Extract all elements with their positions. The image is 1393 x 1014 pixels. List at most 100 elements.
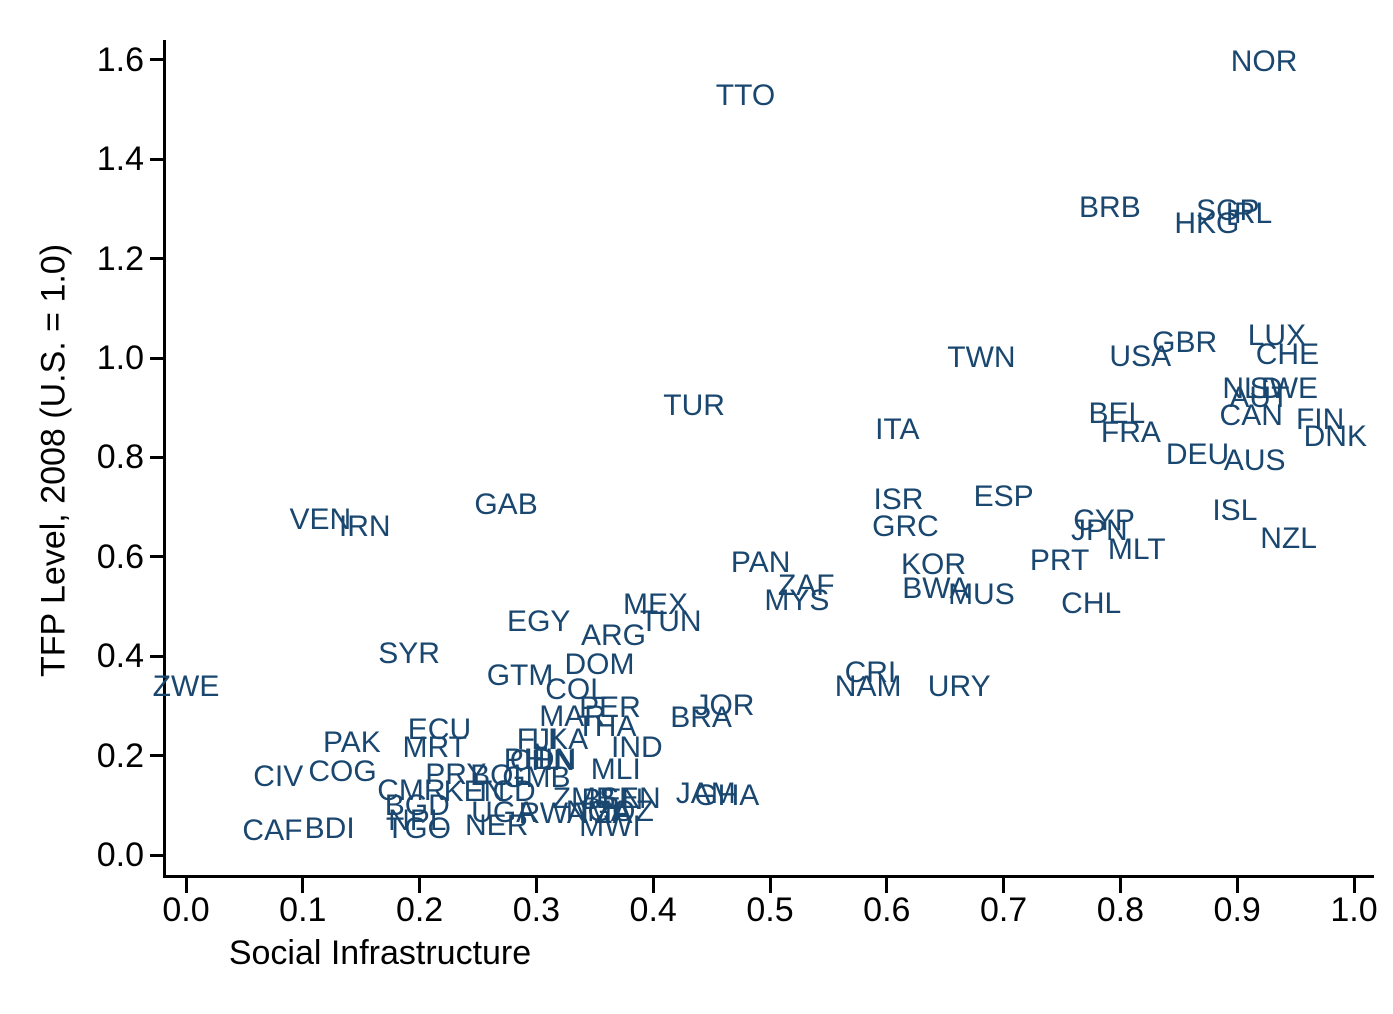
country-label-pak: PAK bbox=[322, 726, 381, 760]
country-label-mli: MLI bbox=[590, 753, 641, 786]
country-label-nga: NGA bbox=[565, 794, 631, 828]
y-tick-mark bbox=[150, 555, 164, 559]
country-label-bdi: BDI bbox=[304, 812, 355, 846]
country-label-gbr: GBR bbox=[1152, 326, 1218, 360]
country-label-jam: JAM bbox=[675, 776, 736, 810]
country-label-fra: FRA bbox=[1100, 416, 1161, 450]
country-label-aut: AUT bbox=[1229, 381, 1290, 415]
country-label-ven: VEN bbox=[289, 503, 352, 537]
country-label-che: CHE bbox=[1255, 338, 1320, 372]
country-label-npl: NPL bbox=[388, 804, 447, 838]
x-tick-mark bbox=[1352, 878, 1356, 893]
country-label-cog: COG bbox=[308, 755, 377, 788]
country-label-grc: GRC bbox=[872, 509, 939, 543]
country-label-kor: KOR bbox=[901, 548, 967, 582]
y-tick-label: 0.2 bbox=[96, 736, 144, 775]
x-tick-mark bbox=[184, 878, 188, 893]
x-tick-mark bbox=[534, 878, 538, 893]
country-label-tur: TUR bbox=[663, 389, 725, 423]
country-label-chn: CHN bbox=[509, 744, 575, 778]
country-label-cmr: CMR bbox=[377, 773, 446, 807]
country-label-nor: NOR bbox=[1230, 44, 1298, 78]
x-axis-title: Social Infrastructure bbox=[0, 934, 1393, 973]
country-label-lka: LKA bbox=[531, 723, 589, 757]
country-label-jor: JOR bbox=[694, 688, 755, 722]
x-tick-mark bbox=[301, 878, 305, 893]
y-tick-mark bbox=[150, 157, 164, 161]
x-axis-line bbox=[163, 875, 1374, 878]
country-label-can: CAN bbox=[1219, 399, 1283, 433]
country-label-irn: IRN bbox=[338, 509, 391, 543]
x-tick-label: 0.6 bbox=[863, 891, 911, 929]
country-label-bel: BEL bbox=[1088, 397, 1146, 431]
country-label-irl: IRL bbox=[1225, 196, 1273, 230]
country-label-tza: TZA bbox=[575, 797, 633, 831]
country-label-zwe: ZWE bbox=[152, 670, 220, 703]
country-label-tun: TUN bbox=[639, 604, 702, 638]
country-label-pan: PAN bbox=[730, 546, 791, 580]
y-tick-label: 1.4 bbox=[96, 140, 144, 179]
country-label-esp: ESP bbox=[973, 480, 1034, 514]
country-label-prt: PRT bbox=[1029, 543, 1090, 577]
y-tick-mark bbox=[150, 455, 164, 459]
country-label-ind: IND bbox=[611, 731, 663, 765]
country-label-dnk: DNK bbox=[1303, 420, 1367, 454]
country-label-zmb: ZMB bbox=[552, 781, 616, 815]
country-label-nzl: NZL bbox=[1260, 521, 1317, 555]
country-label-jpn: JPN bbox=[1071, 513, 1128, 547]
country-label-tto: TTO bbox=[715, 79, 776, 113]
y-axis-line bbox=[163, 40, 166, 878]
country-label-gab: GAB bbox=[474, 488, 538, 522]
country-label-moz: MOZ bbox=[587, 794, 654, 828]
country-label-idn: IDN bbox=[524, 743, 577, 777]
x-tick-mark bbox=[1235, 878, 1239, 893]
x-tick-label: 0.0 bbox=[162, 891, 210, 929]
x-tick-label: 0.7 bbox=[979, 891, 1028, 929]
country-label-mwi: MWI bbox=[579, 810, 641, 844]
y-tick-mark bbox=[150, 754, 164, 758]
country-label-mar: MAR bbox=[539, 699, 606, 733]
country-label-deu: DEU bbox=[1165, 437, 1230, 471]
country-label-syr: SYR bbox=[378, 637, 440, 671]
country-label-ben: BEN bbox=[581, 782, 644, 816]
country-label-gtm: GTM bbox=[486, 659, 554, 693]
y-tick-mark bbox=[150, 257, 164, 261]
country-label-usa: USA bbox=[1109, 340, 1172, 373]
x-tick-mark bbox=[768, 878, 772, 893]
country-label-tha: THA bbox=[576, 709, 637, 743]
country-label-mrt: MRT bbox=[402, 731, 468, 765]
country-label-pry: PRY bbox=[425, 757, 487, 791]
x-tick-label: 0.3 bbox=[512, 891, 561, 929]
country-label-sen: SEN bbox=[598, 781, 661, 815]
country-label-bol: BOL bbox=[470, 758, 531, 792]
y-tick-mark bbox=[150, 654, 164, 658]
country-label-bra: BRA bbox=[670, 700, 732, 734]
y-tick-label: 1.0 bbox=[96, 339, 144, 377]
country-label-cyp: CYP bbox=[1073, 504, 1135, 538]
country-label-chl: CHL bbox=[1061, 587, 1122, 620]
country-label-ury: URY bbox=[927, 670, 991, 703]
country-label-lux: LUX bbox=[1247, 319, 1307, 353]
country-label-uga: UGA bbox=[471, 795, 537, 829]
country-label-isl: ISL bbox=[1212, 494, 1258, 528]
country-label-brb: BRB bbox=[1079, 190, 1141, 224]
country-label-nam: NAM bbox=[834, 670, 902, 703]
country-label-col: COL bbox=[545, 672, 607, 706]
country-label-sgp: SGP bbox=[1196, 193, 1260, 227]
country-label-twn: TWN bbox=[947, 341, 1016, 374]
x-tick-mark bbox=[885, 878, 889, 893]
country-label-hkg: HKG bbox=[1174, 206, 1240, 240]
x-tick-label: 0.8 bbox=[1096, 891, 1145, 929]
country-label-dom: DOM bbox=[564, 648, 635, 682]
y-tick-label: 0.4 bbox=[96, 637, 144, 676]
country-label-aus: AUS bbox=[1223, 443, 1286, 477]
y-tick-label: 0.0 bbox=[96, 836, 144, 874]
y-tick-label: 0.6 bbox=[96, 537, 144, 576]
country-label-fji: FJI bbox=[516, 723, 559, 757]
country-label-zaf: ZAF bbox=[777, 569, 835, 603]
x-tick-label: 1.0 bbox=[1330, 891, 1378, 929]
country-label-ecu: ECU bbox=[407, 712, 472, 746]
country-label-nld: NLD bbox=[1222, 371, 1283, 405]
country-label-isr: ISR bbox=[873, 483, 924, 517]
